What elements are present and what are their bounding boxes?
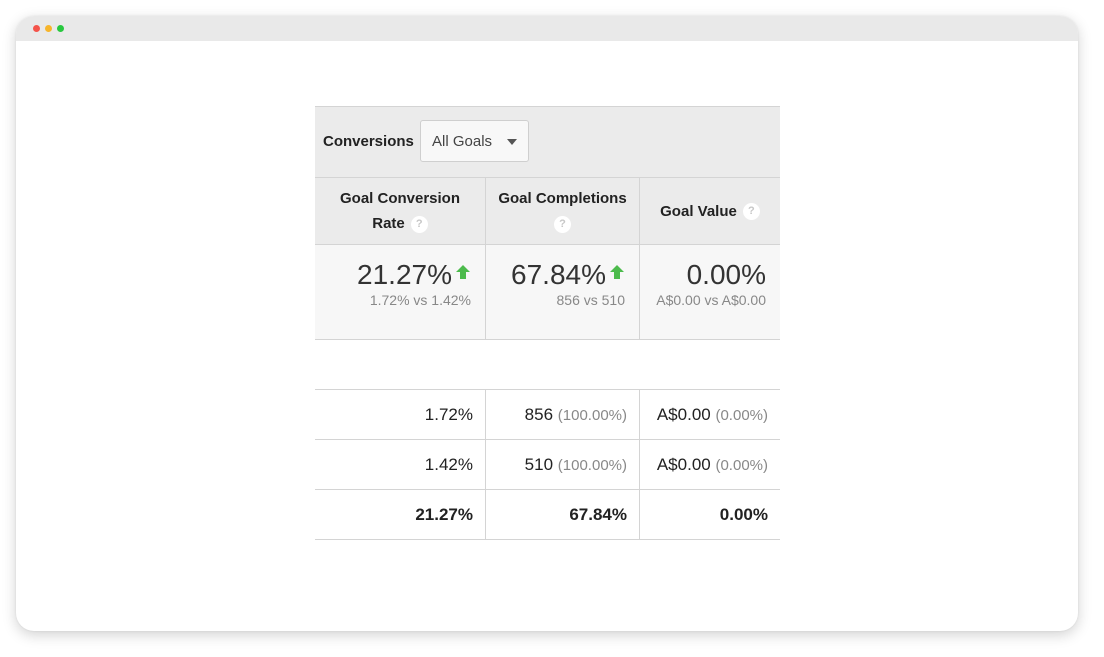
column-header-label: Goal Value <box>660 202 737 220</box>
help-icon[interactable]: ? <box>554 215 571 233</box>
value-amount: A$0.00 <box>656 405 711 424</box>
completions-percent: (100.00%) <box>557 457 627 474</box>
goal-select-value: All Goals <box>432 133 493 150</box>
trend-up-arrow-icon <box>610 265 624 279</box>
value-percent: (0.00%) <box>715 407 768 424</box>
value-amount: A$0.00 <box>656 455 711 474</box>
conversions-label: Conversions <box>323 133 414 150</box>
table-row: 1.42% 510 (100.00%) A$0.00 (0.00%) <box>315 440 780 490</box>
column-header-label-line1: Goal Conversion <box>339 190 461 207</box>
total-completions: 67.84% <box>486 490 640 540</box>
column-header-row: Goal Conversion Rate? Goal Completions ?… <box>315 178 780 245</box>
table-spacer <box>315 340 780 390</box>
cell-completions: 510 (100.00%) <box>486 440 640 490</box>
goal-select-dropdown[interactable]: All Goals <box>420 120 529 162</box>
cell-value: A$0.00 (0.00%) <box>640 390 780 440</box>
minimize-window-button[interactable] <box>45 25 52 32</box>
column-header-goal-conversion-rate[interactable]: Goal Conversion Rate? <box>315 178 486 245</box>
trend-up-arrow-icon <box>456 265 470 279</box>
totals-row: 21.27% 67.84% 0.00% <box>315 490 780 540</box>
conversions-widget: Conversions All Goals Goal Conversion Ra… <box>315 106 780 540</box>
summary-cell-rate: 21.27% 1.72% vs 1.42% <box>315 245 486 340</box>
help-icon[interactable]: ? <box>742 202 760 220</box>
column-header-label: Goal Completions <box>498 190 627 207</box>
close-window-button[interactable] <box>33 25 40 32</box>
conversions-header: Conversions All Goals <box>315 106 780 178</box>
table-row: 1.72% 856 (100.00%) A$0.00 (0.00%) <box>315 390 780 440</box>
summary-cell-value: 0.00% A$0.00 vs A$0.00 <box>640 245 780 340</box>
cell-completions: 856 (100.00%) <box>486 390 640 440</box>
total-rate: 21.27% <box>315 490 486 540</box>
title-bar <box>16 16 1078 41</box>
column-header-goal-value[interactable]: Goal Value? <box>640 178 780 245</box>
column-header-label-line2: Rate <box>372 215 405 232</box>
maximize-window-button[interactable] <box>57 25 64 32</box>
summary-compare: 1.72% vs 1.42% <box>369 292 471 308</box>
summary-compare: 856 vs 510 <box>556 292 626 308</box>
cell-value: A$0.00 (0.00%) <box>640 440 780 490</box>
completions-value: 856 <box>524 405 554 424</box>
cell-rate: 1.42% <box>315 440 486 490</box>
completions-percent: (100.00%) <box>557 407 627 424</box>
chevron-down-icon <box>507 139 517 145</box>
summary-row: 21.27% 1.72% vs 1.42% 67.84% 856 vs 510 … <box>315 245 780 340</box>
summary-value: 21.27% <box>357 259 452 290</box>
completions-value: 510 <box>524 455 554 474</box>
summary-compare: A$0.00 vs A$0.00 <box>656 292 766 308</box>
summary-value: 0.00% <box>686 259 766 290</box>
column-header-goal-completions[interactable]: Goal Completions ? <box>486 178 640 245</box>
browser-window: Conversions All Goals Goal Conversion Ra… <box>16 16 1078 631</box>
summary-cell-completions: 67.84% 856 vs 510 <box>486 245 640 340</box>
total-value: 0.00% <box>640 490 780 540</box>
summary-value: 67.84% <box>511 259 606 290</box>
cell-rate: 1.72% <box>315 390 486 440</box>
help-icon[interactable]: ? <box>410 215 428 233</box>
value-percent: (0.00%) <box>715 457 768 474</box>
